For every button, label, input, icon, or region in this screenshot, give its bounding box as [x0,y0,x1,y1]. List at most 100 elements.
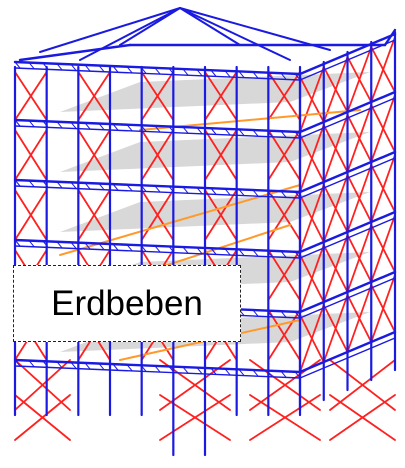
truss-web [182,246,189,254]
brace [204,129,238,181]
truss-web [182,126,189,134]
beam [298,210,397,254]
truss-web [266,250,273,258]
truss-web [112,123,119,131]
truss-web [126,364,133,372]
truss-web [238,368,245,376]
truss-web [196,367,203,375]
truss-web [238,128,245,136]
beam [14,185,301,199]
truss-web [168,245,175,253]
truss-web [210,367,217,375]
brace [346,224,373,293]
truss-web [42,62,49,70]
beam [299,157,396,199]
truss-web [196,247,203,255]
beam [299,39,396,81]
truss-web [294,131,301,139]
beam [299,217,396,259]
truss-web [266,130,273,138]
truss-web [70,121,77,129]
truss-web [28,62,35,70]
brace [14,129,48,181]
truss-web [140,364,147,372]
beam [13,358,302,374]
truss-web [252,71,259,79]
beam [299,277,396,319]
brace [204,189,238,241]
roof-member [179,7,331,51]
truss-web [224,70,231,78]
truss-web [154,67,161,75]
truss-web [140,184,147,192]
beam [13,238,302,254]
brace [370,94,396,163]
truss-web [294,251,301,259]
beam [298,270,397,314]
truss-web [112,65,119,73]
truss-web [280,310,287,318]
truss-web [210,247,217,255]
truss-web [238,248,245,256]
brace [140,129,175,181]
brace [299,124,325,193]
roof-pyramid [39,7,331,61]
truss-web [84,362,91,370]
truss-web [42,180,49,188]
roof-member [79,7,181,61]
brace [77,189,111,241]
brace [322,114,349,183]
truss-web [126,66,133,74]
brace [346,284,373,353]
brace [299,244,325,313]
truss-web [28,180,35,188]
brace [14,71,48,121]
truss-web [154,365,161,373]
roof-member [179,7,291,61]
truss-web [210,187,217,195]
truss-web [56,63,63,71]
truss-web [70,241,77,249]
truss-web [98,363,105,371]
brace [140,71,175,121]
truss-web [280,130,287,138]
brace [370,214,396,283]
truss-web [252,369,259,377]
brace [322,234,349,303]
beam [298,330,397,374]
brace [370,36,396,103]
truss-web [196,127,203,135]
truss-web [280,72,287,80]
beam [13,60,302,76]
beam [13,178,302,194]
beam [18,43,132,62]
truss-web [42,240,49,248]
truss-web [56,181,63,189]
brace [77,129,111,181]
truss-web [98,183,105,191]
truss-web [224,188,231,196]
truss-web [294,371,301,379]
truss-web [196,187,203,195]
truss-web [98,65,105,73]
beam [299,97,396,139]
truss-web [294,73,301,81]
truss-web [14,179,21,187]
truss-web [56,241,63,249]
truss-web [210,127,217,135]
truss-web [224,128,231,136]
truss-web [224,368,231,376]
truss-web [56,121,63,129]
beam [383,28,397,47]
truss-web [154,185,161,193]
beam [14,245,301,259]
truss-web [70,63,77,71]
truss-web [98,243,105,251]
caption-text: Erdbeben [51,283,203,323]
truss-web [56,361,63,369]
truss-web [168,365,175,373]
truss-web [84,242,91,250]
truss-web [182,186,189,194]
truss-web [266,72,273,80]
